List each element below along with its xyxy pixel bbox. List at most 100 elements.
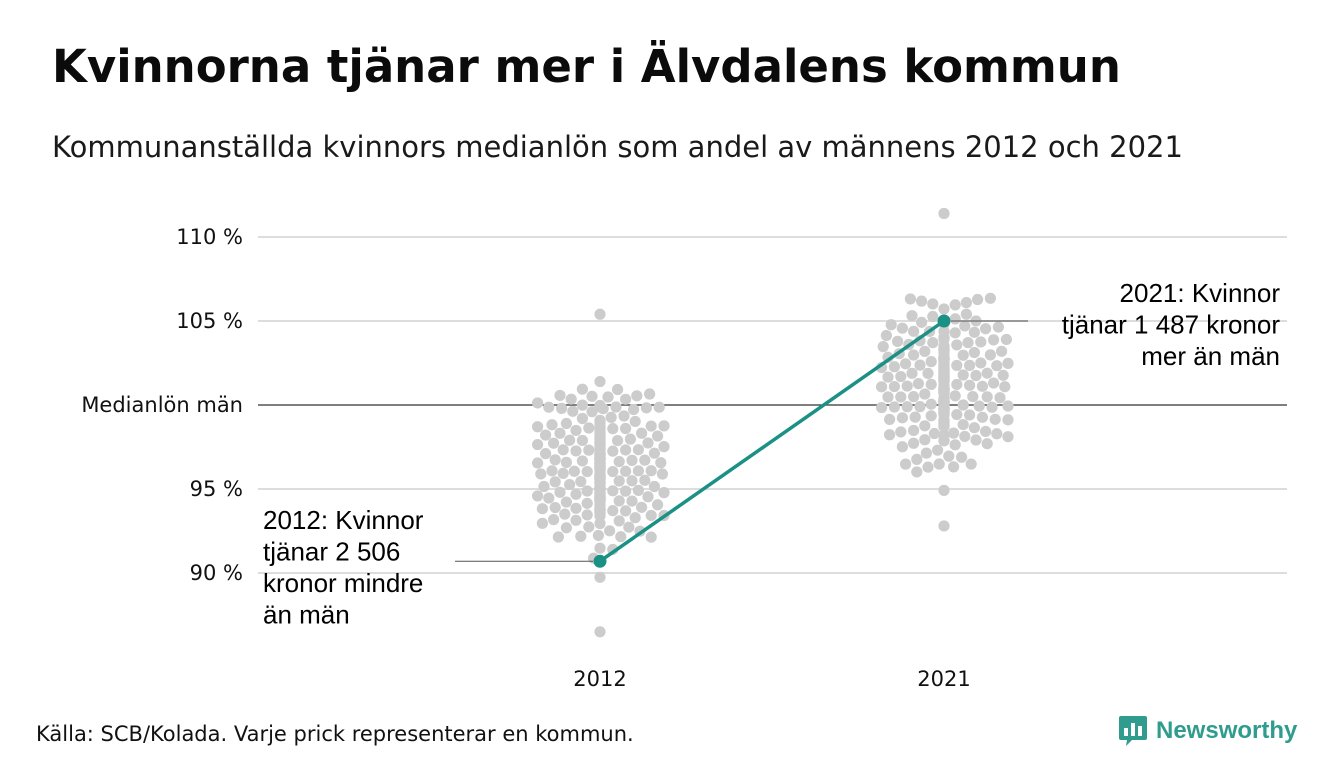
- municipality-dot: [951, 339, 963, 351]
- municipality-dot: [922, 461, 934, 473]
- y-tick-label: Medianlön män: [81, 393, 243, 417]
- municipality-dot: [928, 427, 941, 440]
- annotation-2021-line: mer än män: [1141, 341, 1280, 371]
- municipality-dot: [991, 360, 1003, 372]
- municipality-dot: [594, 399, 606, 412]
- municipality-dot: [916, 316, 928, 328]
- municipality-dot: [626, 495, 638, 507]
- municipality-dot: [988, 334, 1000, 346]
- municipality-dot: [957, 418, 969, 431]
- municipality-dot: [538, 480, 550, 493]
- municipality-dot: [951, 378, 963, 391]
- municipality-dot: [549, 454, 561, 466]
- municipality-dot: [922, 367, 934, 380]
- brand-logo[interactable]: Newsworthy: [1118, 714, 1297, 748]
- municipality-dot: [949, 327, 961, 339]
- municipality-dot: [620, 393, 632, 405]
- municipality-dot: [644, 388, 656, 400]
- municipality-dot: [636, 427, 648, 439]
- municipality-dot: [986, 401, 998, 413]
- municipality-dot: [980, 323, 992, 335]
- municipality-dot: [933, 458, 945, 470]
- municipality-dot: [908, 325, 920, 337]
- municipality-dot: [554, 389, 566, 402]
- municipality-dot: [648, 447, 661, 459]
- municipality-dot: [605, 411, 617, 423]
- municipality-dot: [888, 401, 901, 413]
- municipality-dot: [968, 422, 981, 434]
- municipality-dot: [895, 391, 907, 403]
- municipality-dot: [652, 430, 664, 442]
- municipality-dot: [948, 461, 960, 473]
- municipality-dot: [957, 349, 969, 361]
- municipality-dot: [908, 437, 920, 449]
- municipality-dot: [927, 337, 939, 349]
- municipality-dot: [984, 349, 997, 361]
- municipality-dot: [656, 468, 669, 480]
- municipality-dot: [916, 295, 928, 307]
- municipality-dot: [576, 434, 589, 447]
- municipality-dot: [612, 434, 624, 447]
- municipality-dot: [914, 359, 926, 371]
- x-tick-label: 2012: [573, 667, 626, 691]
- municipality-dot: [560, 456, 573, 468]
- annotation-2012-line: kronor mindre: [263, 568, 423, 598]
- municipality-dot: [951, 359, 963, 372]
- municipality-dot: [581, 485, 593, 497]
- municipality-dot: [914, 401, 926, 413]
- municipality-dot: [536, 517, 549, 529]
- municipality-dot: [1002, 400, 1014, 412]
- municipality-dot: [938, 303, 950, 315]
- municipality-dot: [636, 501, 648, 513]
- municipality-dot: [548, 514, 560, 526]
- municipality-dot: [564, 478, 576, 491]
- municipality-dot: [925, 398, 937, 410]
- municipality-dot: [592, 529, 605, 542]
- highlight-point-2012: [593, 554, 607, 568]
- municipality-dot: [613, 455, 625, 468]
- municipality-dot: [583, 444, 595, 456]
- municipality-dot: [906, 310, 918, 322]
- municipality-dot: [540, 429, 552, 441]
- municipality-dot: [984, 292, 997, 304]
- municipality-dot: [925, 378, 937, 390]
- municipality-dot: [548, 437, 560, 449]
- municipality-dot: [876, 381, 888, 393]
- municipality-dot: [957, 369, 969, 381]
- municipality-dot: [570, 445, 582, 457]
- municipality-dot: [900, 358, 912, 370]
- municipality-dot: [568, 465, 581, 477]
- municipality-dot: [948, 427, 960, 439]
- municipality-dot: [560, 417, 573, 430]
- municipality-dot: [620, 505, 632, 517]
- municipality-dot: [576, 455, 589, 467]
- municipality-dot: [655, 457, 667, 469]
- chart-subtitle: Kommunanställda kvinnors medianlön som a…: [52, 130, 1183, 164]
- municipality-dot: [576, 383, 589, 395]
- municipality-dot: [629, 512, 641, 524]
- municipality-dot: [658, 441, 670, 453]
- municipality-dot: [586, 406, 598, 418]
- municipality-dot: [951, 408, 963, 421]
- municipality-dot: [895, 370, 907, 383]
- municipality-dot: [594, 308, 606, 320]
- municipality-dot: [642, 437, 654, 449]
- municipality-dot: [960, 308, 973, 320]
- municipality-dot: [645, 531, 657, 543]
- municipality-dot: [908, 424, 920, 437]
- municipality-dot: [583, 422, 595, 434]
- municipality-dot: [620, 444, 632, 456]
- municipality-dot: [594, 414, 606, 426]
- annotation-2021-line: 2021: Kvinnor: [1120, 278, 1281, 308]
- municipality-dot: [908, 391, 920, 403]
- municipality-dot: [576, 412, 589, 425]
- municipality-dot: [991, 428, 1003, 440]
- municipality-dot: [640, 402, 653, 414]
- municipality-dot: [968, 346, 981, 359]
- municipality-dot: [658, 487, 670, 499]
- municipality-dot: [607, 505, 619, 517]
- source-note: Källa: SCB/Kolada. Varje prick represent…: [36, 722, 634, 746]
- municipality-dot: [919, 388, 931, 400]
- y-tick-label: 110 %: [176, 225, 243, 249]
- municipality-dot: [624, 433, 637, 445]
